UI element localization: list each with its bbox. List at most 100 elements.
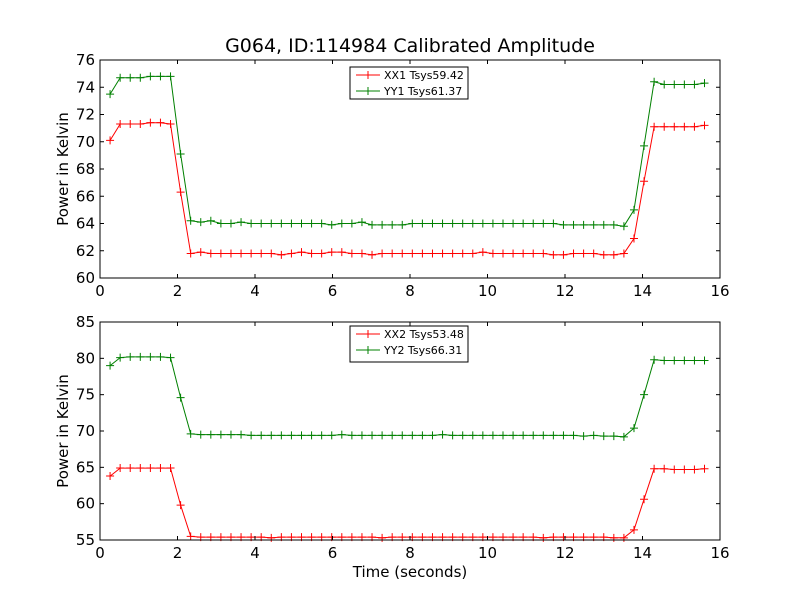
legend-box <box>349 66 469 100</box>
data-point <box>579 249 588 258</box>
data-point <box>549 431 558 440</box>
data-point <box>559 431 568 440</box>
data-point <box>216 219 225 228</box>
data-point <box>277 431 286 440</box>
data-point <box>499 431 507 440</box>
x-tick-label: 8 <box>405 544 415 562</box>
data-point <box>680 122 689 131</box>
data-point <box>680 465 689 474</box>
data-point <box>670 80 679 89</box>
data-point <box>569 220 578 229</box>
data-point <box>408 219 417 228</box>
data-point <box>216 430 225 439</box>
data-point <box>237 218 246 227</box>
y-tick-label: 64 <box>76 215 95 233</box>
data-point <box>146 464 155 473</box>
data-point <box>519 219 528 228</box>
x-tick-label: 6 <box>328 282 338 300</box>
data-point <box>418 431 427 440</box>
data-point <box>378 533 387 542</box>
data-point <box>609 250 618 259</box>
data-point <box>196 430 205 439</box>
data-point <box>468 249 477 258</box>
data-point <box>317 249 326 258</box>
data-point <box>589 220 598 229</box>
data-point <box>327 220 336 229</box>
x-tick-label: 6 <box>328 544 338 562</box>
data-point <box>478 248 487 257</box>
data-point <box>700 121 709 130</box>
legend-label: YY2 Tsys66.31 <box>383 344 462 357</box>
data-point <box>670 122 679 131</box>
data-point <box>186 249 195 258</box>
data-point <box>448 431 457 440</box>
data-point <box>287 431 296 440</box>
x-axis-label: Time (seconds) <box>352 563 468 581</box>
x-tick-label: 14 <box>633 544 652 562</box>
data-point <box>136 352 145 361</box>
data-point <box>307 249 316 258</box>
data-point <box>589 249 598 258</box>
data-point <box>468 219 477 228</box>
y-tick-label: 55 <box>76 531 95 549</box>
y-tick-label: 62 <box>76 242 95 260</box>
data-point <box>327 431 336 440</box>
x-tick-label: 16 <box>710 544 729 562</box>
data-point <box>206 249 215 258</box>
data-point <box>418 219 427 228</box>
series-line <box>109 467 705 539</box>
data-point <box>609 533 618 542</box>
data-point <box>388 220 397 229</box>
series-line <box>109 122 705 256</box>
data-point <box>428 219 437 228</box>
data-point <box>680 356 689 365</box>
data-point <box>650 122 659 131</box>
data-point <box>700 464 709 473</box>
data-point <box>357 218 366 227</box>
data-point <box>579 220 588 229</box>
y-tick-label: 72 <box>76 106 95 124</box>
data-point <box>609 432 618 441</box>
data-point <box>660 80 669 89</box>
data-point <box>327 248 336 257</box>
x-tick-label: 14 <box>633 282 652 300</box>
y-tick-label: 85 <box>76 313 95 331</box>
data-point <box>226 430 235 439</box>
data-point <box>378 249 387 258</box>
data-point <box>347 219 356 228</box>
data-point <box>257 219 266 228</box>
data-point <box>136 73 145 82</box>
data-point <box>640 390 649 399</box>
data-point <box>156 118 165 127</box>
data-point <box>509 431 518 440</box>
data-point <box>297 248 306 257</box>
legend-marker <box>364 346 372 354</box>
data-point <box>166 72 175 81</box>
data-point <box>549 250 558 259</box>
data-point <box>488 431 497 440</box>
data-point <box>176 188 185 197</box>
data-point <box>206 430 215 439</box>
x-tick-label: 0 <box>95 282 105 300</box>
y-tick-label: 66 <box>76 187 95 205</box>
data-point <box>307 219 316 228</box>
y-tick-label: 65 <box>76 458 95 476</box>
data-point <box>629 234 638 243</box>
data-point <box>368 431 377 440</box>
data-point <box>690 356 699 365</box>
data-point <box>428 249 437 258</box>
data-point <box>136 464 145 473</box>
data-point <box>438 219 447 228</box>
x-tick-label: 10 <box>478 544 497 562</box>
data-point <box>509 249 518 258</box>
data-point <box>216 249 225 258</box>
figure-title: G064, ID:114984 Calibrated Amplitude <box>225 35 595 57</box>
data-point <box>126 464 135 473</box>
y-tick-label: 70 <box>76 133 95 151</box>
data-point <box>297 219 306 228</box>
x-tick-label: 0 <box>95 544 105 562</box>
data-point <box>488 249 497 258</box>
data-point <box>378 220 387 229</box>
